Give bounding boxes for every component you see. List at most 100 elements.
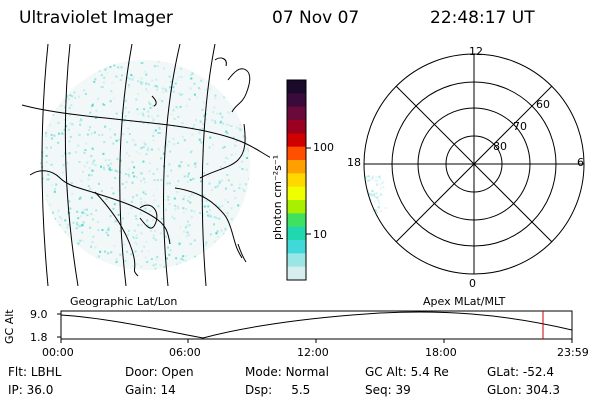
geo-pixel bbox=[165, 90, 168, 93]
polar-pixel bbox=[357, 176, 359, 178]
geo-pixel bbox=[64, 231, 67, 234]
polar-pixel bbox=[351, 193, 353, 195]
geo-pixel bbox=[143, 70, 146, 73]
polar-pixel bbox=[358, 183, 360, 185]
geo-pixel bbox=[186, 231, 189, 234]
geo-pixel bbox=[156, 88, 159, 91]
geo-pixel bbox=[187, 199, 189, 202]
geo-pixel bbox=[56, 242, 59, 245]
geo-pixel bbox=[204, 244, 207, 247]
geo-pixel bbox=[182, 255, 185, 258]
geo-pixel bbox=[158, 127, 161, 130]
geo-pixel bbox=[181, 122, 184, 125]
geo-pixel bbox=[173, 117, 176, 120]
polar-pixel bbox=[367, 189, 369, 192]
geo-pixel bbox=[96, 260, 98, 263]
geo-pixel bbox=[193, 210, 196, 213]
geo-pixel bbox=[135, 243, 138, 246]
geo-pixel bbox=[116, 170, 119, 173]
colorbar-segment bbox=[287, 213, 306, 228]
geo-pixel bbox=[104, 68, 107, 71]
geo-pixel bbox=[79, 123, 82, 126]
geo-pixel bbox=[47, 178, 50, 181]
geo-pixel bbox=[241, 237, 244, 240]
geo-pixel bbox=[71, 67, 74, 70]
geo-pixel bbox=[238, 127, 241, 130]
geo-pixel bbox=[69, 122, 72, 125]
colorbar-segment bbox=[287, 160, 306, 174]
mlat-70-label: 70 bbox=[513, 120, 527, 133]
polar-pixel bbox=[355, 194, 357, 196]
geo-pixel bbox=[214, 186, 217, 189]
observation-date: 07 Nov 07 bbox=[272, 8, 360, 28]
geo-pixel bbox=[222, 147, 225, 149]
geo-pixel bbox=[138, 152, 141, 155]
geo-pixel bbox=[59, 75, 61, 78]
colorbar-segment bbox=[287, 120, 306, 134]
geo-pixel bbox=[114, 177, 117, 179]
polar-pixel bbox=[349, 191, 351, 193]
geo-pixel bbox=[66, 226, 69, 229]
geo-pixel bbox=[185, 260, 188, 263]
geo-pixel bbox=[113, 133, 116, 136]
polar-pixel bbox=[345, 186, 347, 188]
geo-pixel bbox=[202, 214, 205, 217]
polar-pixel bbox=[381, 182, 384, 185]
geo-pixel bbox=[146, 260, 149, 263]
geo-pixel bbox=[181, 267, 184, 270]
geo-pixel bbox=[168, 253, 171, 256]
geo-pixel bbox=[166, 144, 169, 147]
geo-pixel bbox=[67, 98, 70, 100]
time-tick-1800: 18:00 bbox=[425, 346, 457, 359]
geo-pixel bbox=[135, 98, 138, 101]
geo-pixel bbox=[188, 196, 191, 199]
geo-pixel bbox=[239, 108, 242, 111]
geo-pixel bbox=[173, 217, 176, 220]
geo-pixel bbox=[218, 205, 221, 208]
geo-pixel bbox=[89, 226, 92, 229]
geo-pixel bbox=[49, 203, 51, 206]
geo-pixel bbox=[164, 126, 167, 129]
geo-pixel bbox=[119, 253, 122, 256]
polar-pixel bbox=[358, 190, 360, 192]
geo-pixel bbox=[172, 137, 175, 140]
geo-pixel bbox=[177, 142, 179, 145]
geo-pixel bbox=[94, 78, 97, 81]
geo-pixel bbox=[136, 254, 139, 257]
geo-pixel bbox=[241, 154, 244, 157]
geo-pixel bbox=[142, 160, 145, 163]
geo-pixel bbox=[109, 215, 112, 218]
geo-pixel bbox=[69, 94, 72, 97]
geo-pixel bbox=[246, 190, 249, 193]
geo-pixel bbox=[180, 161, 183, 164]
polar-pixel bbox=[373, 200, 376, 203]
geo-pixel bbox=[82, 256, 85, 259]
geo-pixel bbox=[68, 114, 71, 117]
geo-pixel bbox=[59, 216, 62, 218]
geo-pixel bbox=[221, 116, 224, 119]
polar-pixel bbox=[348, 186, 350, 188]
geo-pixel bbox=[235, 263, 238, 266]
polar-pixel bbox=[384, 207, 387, 209]
geo-pixel bbox=[90, 213, 93, 216]
geo-pixel bbox=[83, 151, 86, 154]
polar-pixel bbox=[375, 192, 378, 195]
geo-pixel bbox=[177, 115, 180, 118]
geo-pixel bbox=[87, 258, 90, 261]
geo-pixel bbox=[109, 128, 111, 131]
geo-pixel bbox=[174, 204, 177, 207]
geo-pixel bbox=[113, 244, 116, 247]
geo-pixel bbox=[91, 241, 94, 244]
geo-pixel bbox=[178, 76, 181, 79]
geo-pixel bbox=[137, 112, 140, 115]
geo-pixel bbox=[176, 191, 179, 194]
geo-pixel bbox=[104, 250, 107, 253]
geo-pixel bbox=[51, 183, 53, 186]
geo-pixel bbox=[179, 165, 182, 168]
geo-pixel bbox=[92, 235, 95, 238]
geo-pixel bbox=[46, 251, 49, 254]
geo-pixel bbox=[69, 135, 72, 138]
geo-pixel bbox=[239, 64, 242, 67]
geo-pixel bbox=[148, 83, 151, 86]
